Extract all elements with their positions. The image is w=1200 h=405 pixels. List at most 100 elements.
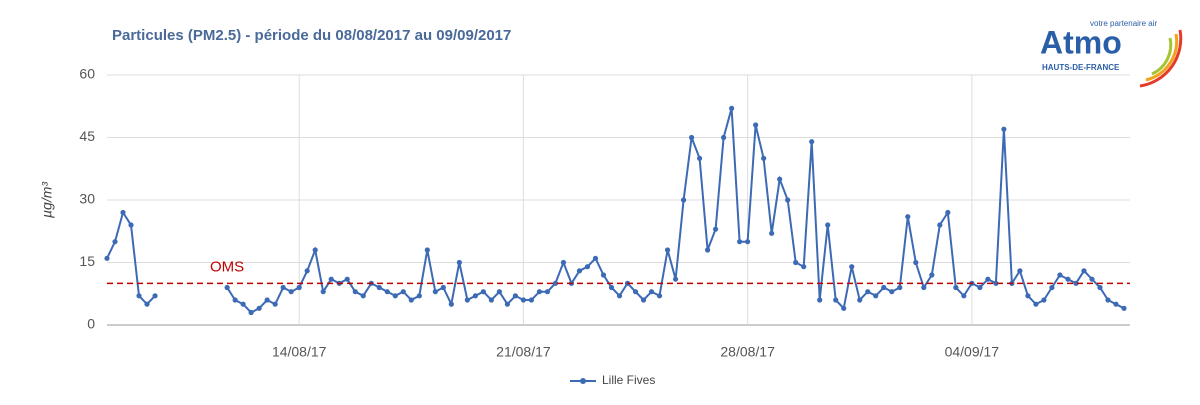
data-point	[240, 301, 246, 307]
data-point	[849, 264, 855, 270]
data-point	[520, 297, 527, 303]
data-point	[488, 297, 494, 303]
logo-region: HAUTS-DE-FRANCE	[1042, 63, 1120, 72]
logo-arc	[1139, 29, 1183, 88]
legend-label: Lille Fives	[602, 373, 655, 387]
data-point	[288, 289, 294, 295]
data-point	[664, 247, 671, 253]
data-point	[584, 264, 591, 270]
logo-tagline: votre partenaire air	[1090, 19, 1157, 28]
logo: Atmo votre partenaire air HAUTS-DE-FRANC…	[1040, 19, 1183, 88]
data-point	[616, 293, 623, 299]
data-point	[480, 289, 486, 295]
data-point	[272, 301, 278, 307]
data-point	[120, 209, 126, 216]
data-point	[841, 305, 847, 311]
data-point	[144, 301, 150, 307]
data-point	[608, 284, 615, 291]
data-point	[1057, 272, 1063, 278]
data-point	[889, 289, 895, 295]
data-point	[793, 259, 799, 266]
data-point	[256, 305, 262, 311]
x-tick-label: 21/08/17	[496, 344, 551, 360]
data-point	[913, 259, 919, 266]
data-point	[320, 289, 326, 295]
data-point	[929, 272, 935, 278]
data-point	[376, 284, 382, 291]
data-point	[448, 301, 454, 307]
data-point	[536, 289, 543, 295]
x-tick-label: 04/09/17	[945, 344, 1000, 360]
data-point	[600, 272, 607, 278]
data-point	[704, 247, 711, 253]
data-point	[528, 297, 535, 303]
data-point	[777, 176, 783, 182]
data-point	[1097, 284, 1103, 291]
data-point	[328, 276, 334, 282]
data-point	[1121, 305, 1127, 311]
data-point	[264, 297, 270, 303]
logo-arc	[1151, 37, 1173, 76]
y-tick-label: 30	[79, 191, 95, 207]
data-point	[921, 284, 927, 291]
data-point	[1025, 293, 1031, 299]
data-point	[224, 284, 230, 291]
data-point	[1113, 301, 1119, 307]
data-point	[825, 222, 831, 228]
data-point	[801, 264, 807, 270]
data-point	[785, 197, 791, 203]
data-point	[408, 297, 414, 303]
x-tick-label: 14/08/17	[272, 344, 327, 360]
data-point	[1081, 268, 1087, 274]
data-point	[384, 289, 390, 295]
data-point	[769, 230, 775, 236]
data-point	[632, 289, 639, 295]
legend-marker	[580, 378, 586, 384]
data-point	[897, 284, 903, 291]
data-point	[905, 214, 911, 220]
reference-label: OMS	[210, 258, 244, 275]
data-point	[672, 276, 679, 282]
data-point	[656, 293, 663, 299]
data-point	[712, 226, 719, 232]
data-point	[152, 293, 158, 299]
data-point	[1065, 276, 1071, 282]
data-point	[296, 284, 302, 291]
data-point	[945, 209, 951, 216]
data-point	[833, 297, 839, 303]
data-point	[112, 239, 118, 245]
data-point	[1105, 297, 1111, 303]
data-point	[1089, 276, 1095, 282]
data-point	[432, 289, 438, 295]
data-point	[953, 284, 959, 291]
data-point	[1073, 280, 1079, 286]
data-point	[721, 134, 727, 141]
data-point	[729, 105, 735, 111]
data-point	[809, 139, 815, 145]
data-point	[753, 122, 759, 128]
data-point	[504, 301, 510, 307]
y-tick-label: 15	[79, 253, 95, 269]
data-point	[576, 268, 583, 274]
data-point	[680, 197, 687, 203]
x-tick-label: 28/08/17	[720, 344, 775, 360]
data-point	[688, 134, 695, 141]
data-point	[104, 255, 110, 261]
data-point	[857, 297, 863, 303]
data-point	[1041, 297, 1047, 303]
data-point	[1001, 126, 1007, 132]
data-point	[232, 297, 238, 303]
logo-arc	[1145, 33, 1179, 82]
data-point	[440, 284, 446, 291]
data-point	[400, 289, 406, 295]
data-point	[456, 259, 462, 266]
data-point	[640, 297, 647, 303]
data-point	[761, 155, 767, 161]
data-point	[416, 293, 422, 299]
y-tick-label: 45	[79, 128, 95, 144]
data-point	[424, 247, 430, 253]
data-point	[737, 239, 743, 245]
data-point	[544, 289, 551, 295]
data-point	[977, 284, 983, 291]
